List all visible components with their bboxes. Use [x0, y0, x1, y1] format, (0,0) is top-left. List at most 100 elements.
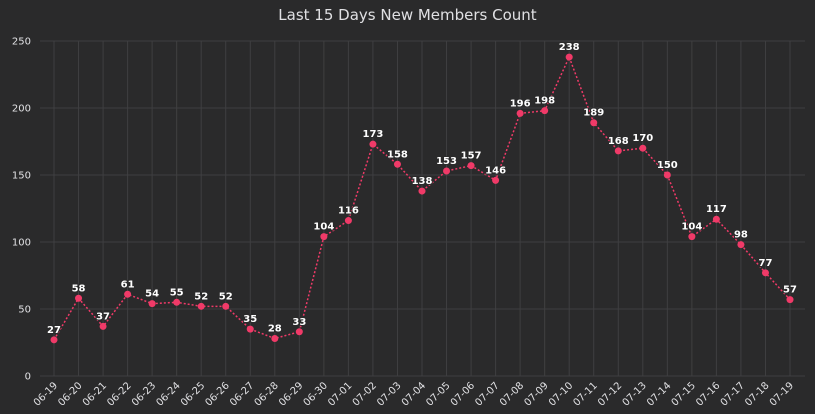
data-point — [124, 290, 132, 298]
x-tick-label: 06-25 — [179, 380, 207, 408]
x-tick-label: 06-27 — [228, 380, 256, 408]
data-label: 33 — [292, 317, 306, 328]
x-tick-label: 07-13 — [621, 380, 649, 408]
data-label: 61 — [121, 279, 135, 290]
data-label: 198 — [534, 96, 555, 107]
x-tick-label: 07-17 — [719, 380, 747, 408]
data-label: 117 — [706, 204, 727, 215]
data-label: 27 — [47, 325, 61, 336]
x-tick-label: 06-21 — [81, 380, 109, 408]
data-point — [786, 296, 794, 304]
x-tick-label: 07-02 — [351, 380, 379, 408]
x-tick-label: 06-28 — [253, 380, 281, 408]
data-point — [295, 328, 303, 336]
data-label: 170 — [632, 133, 653, 144]
data-label: 153 — [436, 156, 457, 167]
data-point — [148, 300, 156, 308]
x-tick-label: 07-12 — [596, 380, 624, 408]
data-point — [516, 109, 524, 117]
data-label: 55 — [170, 287, 184, 298]
data-point — [688, 233, 696, 241]
x-tick-label: 06-24 — [154, 380, 182, 408]
data-label: 52 — [219, 291, 233, 302]
data-point — [75, 294, 83, 302]
x-tick-label: 06-30 — [302, 380, 330, 408]
data-point — [639, 144, 647, 152]
data-label: 116 — [338, 206, 359, 217]
data-point — [344, 217, 352, 225]
x-tick-label: 07-16 — [694, 380, 722, 408]
data-point — [369, 140, 377, 148]
data-point — [467, 162, 475, 170]
data-label: 58 — [72, 283, 86, 294]
x-tick-label: 07-09 — [522, 380, 550, 408]
data-label: 138 — [412, 176, 433, 187]
x-tick-label: 07-14 — [645, 380, 673, 408]
data-label: 196 — [510, 98, 531, 109]
data-point — [590, 119, 598, 127]
x-tick-label: 07-15 — [670, 380, 698, 408]
data-label: 28 — [268, 323, 282, 334]
x-tick-label: 06-19 — [32, 380, 60, 408]
data-label: 37 — [96, 311, 110, 322]
data-label: 168 — [608, 136, 629, 147]
y-tick-label: 250 — [12, 37, 31, 48]
x-tick-label: 07-07 — [473, 380, 501, 408]
data-label: 158 — [387, 149, 408, 160]
x-tick-label: 06-29 — [277, 380, 305, 408]
data-point — [761, 269, 769, 277]
data-point — [320, 233, 328, 241]
x-tick-label: 06-20 — [56, 380, 84, 408]
x-tick-label: 06-22 — [105, 380, 133, 408]
x-tick-label: 06-26 — [204, 380, 232, 408]
data-label: 189 — [583, 108, 604, 119]
y-tick-label: 50 — [18, 305, 31, 316]
data-point — [712, 215, 720, 223]
data-label: 238 — [559, 42, 580, 53]
data-point — [50, 336, 58, 344]
data-point — [492, 176, 500, 184]
data-label: 104 — [681, 222, 702, 233]
data-point — [443, 167, 451, 175]
chart-title: Last 15 Days New Members Count — [278, 6, 537, 24]
data-label: 54 — [145, 289, 159, 300]
x-tick-label: 07-06 — [449, 380, 477, 408]
data-point — [222, 302, 230, 310]
data-label: 77 — [759, 258, 773, 269]
data-point — [271, 334, 279, 342]
data-point — [99, 322, 107, 330]
x-tick-label: 07-11 — [572, 380, 600, 408]
data-point — [541, 107, 549, 115]
data-label: 57 — [783, 285, 797, 296]
data-point — [393, 160, 401, 168]
x-tick-label: 07-01 — [326, 380, 354, 408]
data-label: 98 — [734, 230, 748, 241]
x-tick-label: 06-23 — [130, 380, 158, 408]
data-point — [246, 325, 254, 333]
data-label: 52 — [194, 291, 208, 302]
x-tick-label: 07-08 — [498, 380, 526, 408]
data-point — [197, 302, 205, 310]
y-tick-label: 0 — [25, 372, 31, 383]
data-point — [418, 187, 426, 195]
data-label: 150 — [657, 160, 678, 171]
x-tick-label: 07-04 — [400, 380, 428, 408]
y-tick-label: 200 — [12, 104, 31, 115]
y-tick-label: 100 — [12, 238, 31, 249]
data-point — [737, 241, 745, 249]
data-label: 157 — [461, 151, 482, 162]
data-point — [663, 171, 671, 179]
data-label: 35 — [243, 314, 257, 325]
x-tick-label: 07-05 — [424, 380, 452, 408]
x-tick-label: 07-18 — [743, 380, 771, 408]
data-label: 146 — [485, 165, 506, 176]
data-point — [614, 147, 622, 155]
x-tick-label: 07-03 — [375, 380, 403, 408]
x-tick-label: 07-10 — [547, 380, 575, 408]
data-label: 104 — [313, 222, 334, 233]
x-tick-label: 07-19 — [768, 380, 796, 408]
data-point — [173, 298, 181, 306]
data-point — [565, 53, 573, 61]
